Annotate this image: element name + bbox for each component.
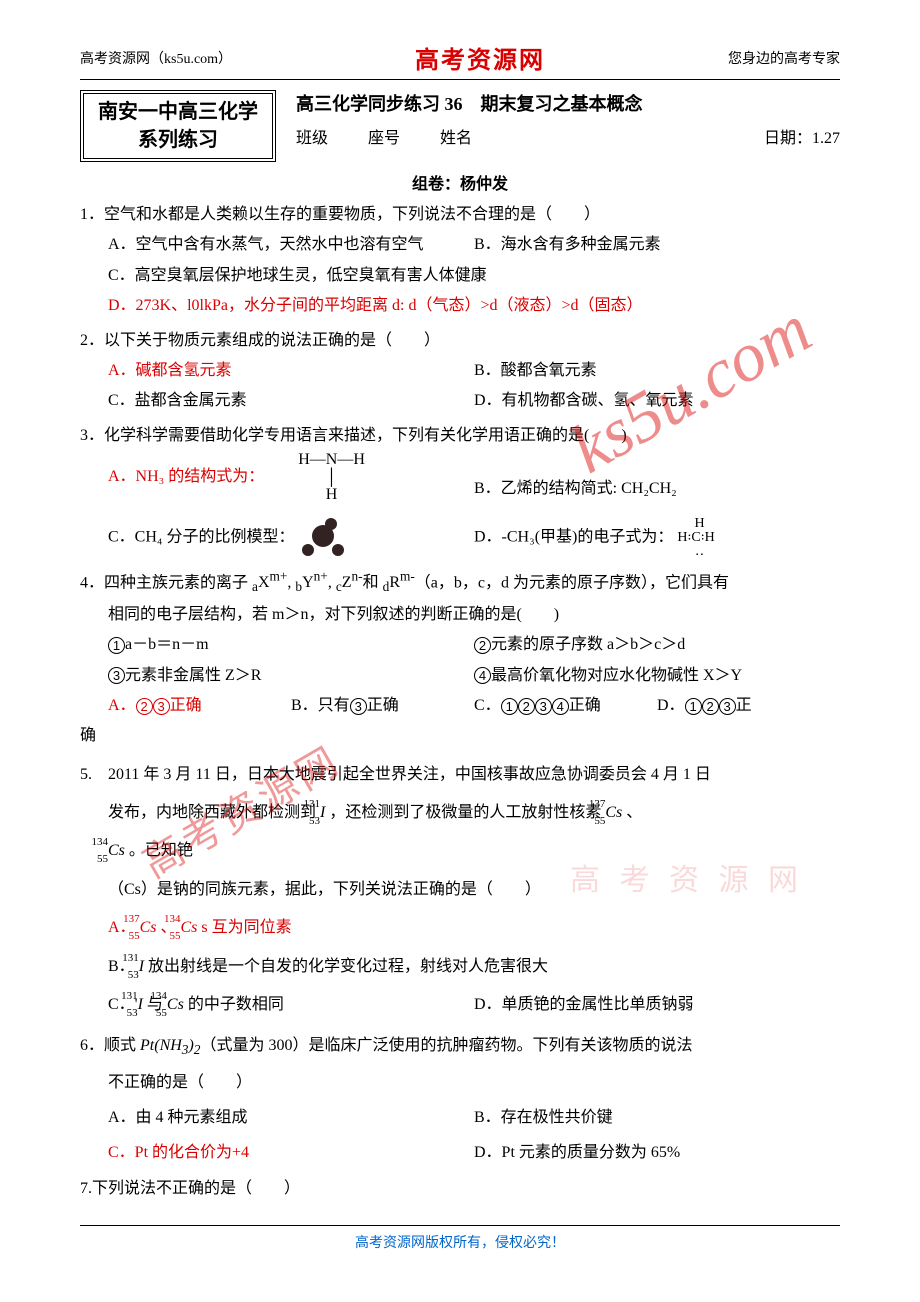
q2-a: A．碱都含氢元素 — [108, 356, 474, 386]
q3-d: D．-CH₃(甲基)的电子式为： HH꞉C꞉H ‥ — [474, 517, 840, 559]
nh3-structure: H—N—H│H — [298, 451, 365, 504]
title-box: 南安一中高三化学 系列练习 — [80, 90, 276, 162]
cs134-a: 13455Cs — [108, 832, 125, 870]
q3-row2: C．CH₄ 分子的比例模型： D．-CH₃(甲基)的电子式为： HH꞉C꞉H ‥ — [80, 516, 840, 560]
q7: 7.下列说法不正确的是（ ） — [80, 1174, 840, 1204]
q4-o1: 1a－b＝n－m — [108, 630, 474, 660]
q5-stem2: 发布，内地除西藏外都检测到 13153I ，还检测到了极微量的人工放射性核素 1… — [80, 794, 840, 832]
q3-a: A．NH₃ 的结构式为： H—N—H│H — [108, 451, 474, 504]
header-right: 您身边的高考专家 — [728, 48, 840, 68]
q6-stem2: 不正确的是（ ） — [80, 1065, 840, 1100]
title-box-l1: 南安一中高三化学 — [98, 98, 258, 126]
q2: 2．以下关于物质元素组成的说法正确的是（ ） A．碱都含氢元素 B．酸都含氧元素… — [80, 326, 840, 417]
header-center: 高考资源网 — [415, 40, 545, 75]
q6-d: D．Pt 元素的质量分数为 65% — [474, 1135, 840, 1170]
q5-stem1: 5. 2011 年 3 月 11 日，日本大地震引起全世界关注，中国核事故应急协… — [80, 756, 840, 794]
q4-c: C．1234正确 — [474, 691, 657, 721]
seat-label: 座号 — [368, 124, 400, 148]
compiler: 组卷：杨仲发 — [80, 170, 840, 194]
worksheet-title: 高三化学同步练习 36 期末复习之基本概念 — [296, 90, 840, 116]
q1: 1．空气和水都是人类赖以生存的重要物质，下列说法不合理的是（ ） A．空气中含有… — [80, 200, 840, 322]
q5: 5. 2011 年 3 月 11 日，日本大地震引起全世界关注，中国核事故应急协… — [80, 756, 840, 1025]
q4-o4: 4最高价氧化物对应水化物碱性 X＞Y — [474, 661, 840, 691]
page: ks5u.com 高考资源网 高 考 资 源 网 高考资源网（ks5u.com）… — [0, 0, 920, 1302]
q4-o34: 3元素非金属性 Z＞R 4最高价氧化物对应水化物碱性 X＞Y — [80, 661, 840, 691]
q5-stem4: （Cs）是钠的同族元素，据此，下列关说法正确的是（ ） — [80, 871, 840, 909]
header-left: 高考资源网（ks5u.com） — [80, 48, 232, 68]
q5-cd: C．'13153I 与 13455Cs 的中子数相同 D．单质铯的金属性比单质钠… — [80, 986, 840, 1024]
q4-o3: 3元素非金属性 Z＞R — [108, 661, 474, 691]
page-footer: 高考资源网版权所有，侵权必究！ — [80, 1225, 840, 1252]
q5-a: A． 13755Cs 、 13455Cs s 互为同位素 — [80, 909, 840, 947]
q6-ab: A．由 4 种元素组成 B．存在极性共价键 — [80, 1100, 840, 1135]
i131: 13153I — [320, 794, 325, 832]
q4-ions: aXm+, bYn+, cZn-和 dRm- — [252, 574, 415, 591]
q1-stem: 1．空气和水都是人类赖以生存的重要物质，下列说法不合理的是（ ） — [80, 200, 840, 230]
q6-a: A．由 4 种元素组成 — [108, 1100, 474, 1135]
name-label: 姓名 — [440, 124, 472, 148]
date-field: 日期：1.27 — [764, 124, 840, 148]
q5-d: D．单质铯的金属性比单质钠弱 — [474, 986, 840, 1024]
q5-stem3: 13455Cs 。已知铯 — [80, 832, 840, 870]
cs137: 13755Cs — [605, 794, 622, 832]
page-header: 高考资源网（ks5u.com） 高考资源网 您身边的高考专家 — [80, 40, 840, 80]
ch4-model-icon — [298, 516, 348, 560]
q4-d: D．123正 — [657, 691, 840, 721]
q6-c: C．Pt 的化合价为+4 — [108, 1135, 474, 1170]
q4-stem2: 相同的电子层结构，若 m＞n，对下列叙述的判断正确的是( ) — [80, 600, 840, 630]
ch3-electron-formula: HH꞉C꞉H ‥ — [677, 517, 714, 559]
q3-row1: A．NH₃ 的结构式为： H—N—H│H B．乙烯的结构简式: CH₂CH₂ — [80, 451, 840, 504]
q3-b: B．乙烯的结构简式: CH₂CH₂ — [474, 474, 840, 504]
title-row: 南安一中高三化学 系列练习 高三化学同步练习 36 期末复习之基本概念 班级 座… — [80, 90, 840, 162]
title-right: 高三化学同步练习 36 期末复习之基本概念 班级 座号 姓名 日期：1.27 — [276, 90, 840, 162]
student-fields: 班级 座号 姓名 日期：1.27 — [296, 124, 840, 148]
q1-d: D．273K、l0lkPa，水分子间的平均距离 d: d（气态）>d（液态）>d… — [80, 291, 840, 321]
q3-c: C．CH₄ 分子的比例模型： — [108, 516, 474, 560]
q5-c: C．'13153I 与 13455Cs 的中子数相同 — [108, 986, 474, 1024]
q4-a: A．23正确 — [108, 691, 291, 721]
q4-b: B．只有3正确 — [291, 691, 474, 721]
q7-stem: 7.下列说法不正确的是（ ） — [80, 1174, 840, 1204]
q4-stem1: 4．四种主族元素的离子 aXm+, bYn+, cZn-和 dRm-（a，b，c… — [80, 564, 840, 600]
q2-d: D．有机物都含碳、氢、氧元素 — [474, 386, 840, 416]
q6-b: B．存在极性共价键 — [474, 1100, 840, 1135]
q4: 4．四种主族元素的离子 aXm+, bYn+, cZn-和 dRm-（a，b，c… — [80, 564, 840, 752]
q3: 3．化学科学需要借助化学专用语言来描述，下列有关化学用语正确的是( ) A．NH… — [80, 421, 840, 560]
q1-a: A．空气中含有水蒸气，天然水中也溶有空气 — [108, 230, 474, 260]
q4-d-wrap: 确 — [80, 721, 840, 751]
q1-b: B．海水含有多种金属元素 — [474, 230, 840, 260]
q6-cd: C．Pt 的化合价为+4 D．Pt 元素的质量分数为 65% — [80, 1135, 840, 1170]
q2-b: B．酸都含氧元素 — [474, 356, 840, 386]
q2-row2: C．盐都含金属元素 D．有机物都含碳、氢、氧元素 — [80, 386, 840, 416]
q6: 6．顺式 Pt(NH3)2（式量为 300）是临床广泛使用的抗肿瘤药物。下列有关… — [80, 1028, 840, 1170]
q4-choices: A．23正确 B．只有3正确 C．1234正确 D．123正 — [80, 691, 840, 721]
q2-c: C．盐都含金属元素 — [108, 386, 474, 416]
q5-b: B． 13153I 放出射线是一个自发的化学变化过程，射线对人危害很大 — [80, 948, 840, 986]
q2-row1: A．碱都含氢元素 B．酸都含氧元素 — [80, 356, 840, 386]
q4-o2: 2元素的原子序数 a＞b＞c＞d — [474, 630, 840, 660]
content: 1．空气和水都是人类赖以生存的重要物质，下列说法不合理的是（ ） A．空气中含有… — [80, 200, 840, 1205]
q1-row1: A．空气中含有水蒸气，天然水中也溶有空气 B．海水含有多种金属元素 — [80, 230, 840, 260]
q2-stem: 2．以下关于物质元素组成的说法正确的是（ ） — [80, 326, 840, 356]
q3-stem: 3．化学科学需要借助化学专用语言来描述，下列有关化学用语正确的是( ) — [80, 421, 840, 451]
q1-c: C．高空臭氧层保护地球生灵，低空臭氧有害人体健康 — [80, 261, 840, 291]
class-label: 班级 — [296, 124, 328, 148]
title-box-l2: 系列练习 — [98, 126, 258, 154]
q6-stem1: 6．顺式 Pt(NH3)2（式量为 300）是临床广泛使用的抗肿瘤药物。下列有关… — [80, 1028, 840, 1065]
q4-o12: 1a－b＝n－m 2元素的原子序数 a＞b＞c＞d — [80, 630, 840, 660]
